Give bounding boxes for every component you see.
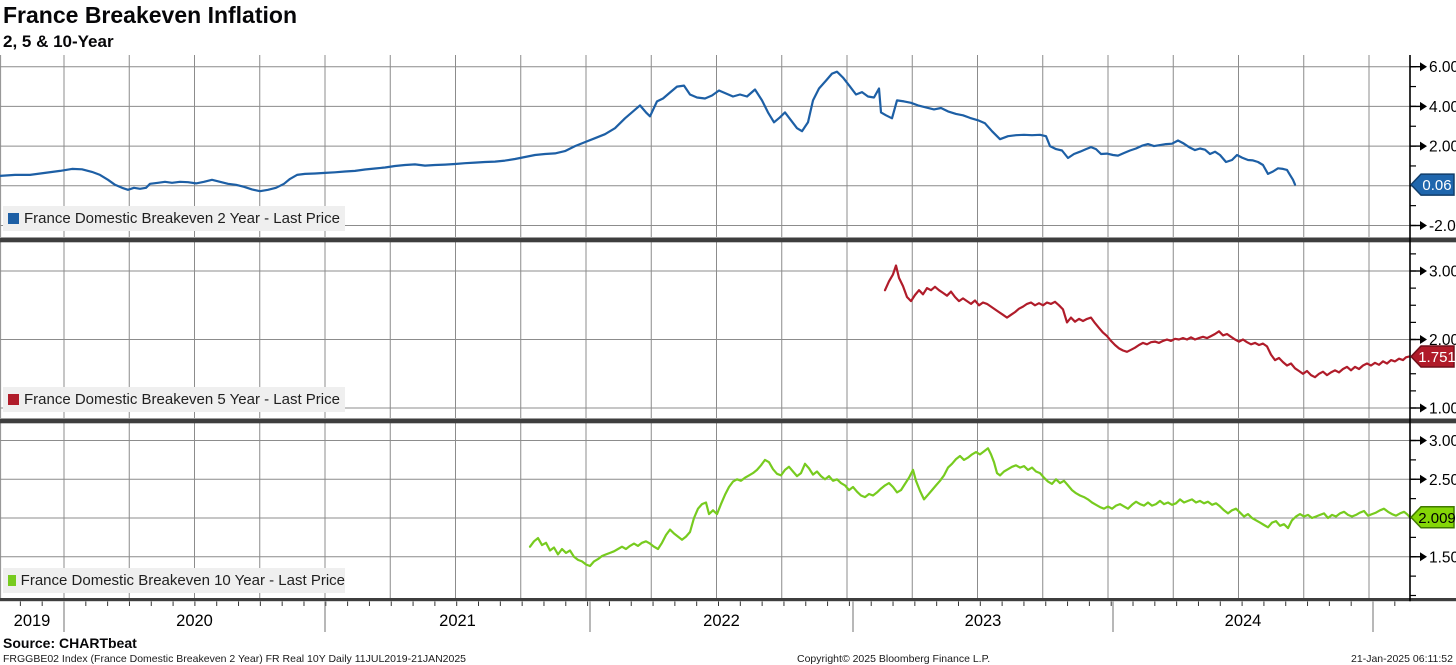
y-tick-label: 3.000 — [1429, 264, 1456, 281]
y-tick-label: 2.00 — [1429, 139, 1456, 156]
footer-ticker-info: FRGGBE02 Index (France Domestic Breakeve… — [3, 653, 467, 665]
footer-copyright: Copyright© 2025 Bloomberg Finance L.P. — [797, 653, 991, 665]
chart-title: France Breakeven Inflation — [3, 2, 297, 28]
price-tag-5-year: 1.751 — [1409, 345, 1456, 368]
panel-separators — [0, 237, 1456, 602]
series-line-5-year — [883, 264, 1411, 379]
footer-timestamp: 21-Jan-2025 06:11:52 — [1351, 653, 1453, 665]
x-year-label: 2024 — [1225, 612, 1262, 630]
y-tick-label: -2.00 — [1429, 218, 1456, 235]
y-tick-label: 6.00 — [1429, 59, 1456, 76]
price-tag-value-10-year: 2.009 — [1418, 510, 1456, 527]
y-tick-label: 1.000 — [1429, 401, 1456, 418]
price-tag-10-year: 2.009 — [1409, 506, 1456, 529]
x-year-label: 2021 — [439, 612, 476, 630]
legend-item-10-year[interactable]: France Domestic Breakeven 10 Year - Last… — [3, 568, 345, 593]
legend-item-2-year[interactable]: France Domestic Breakeven 2 Year - Last … — [3, 206, 345, 231]
panel-10-year-axis-ticks: 3.000 2.500 1.500 — [1410, 433, 1456, 597]
panel-10-year-gridlines — [0, 440, 1410, 558]
vertical-gridlines — [0, 55, 1370, 598]
panel-2-year-axis-ticks: 6.00 4.00 2.00 -2.00 — [1410, 59, 1456, 235]
legend-label-5-year: France Domestic Breakeven 5 Year - Last … — [24, 391, 340, 408]
legend-label-2-year: France Domestic Breakeven 2 Year - Last … — [24, 210, 340, 227]
y-tick-label: 3.000 — [1429, 433, 1456, 450]
legend-label-10-year: France Domestic Breakeven 10 Year - Last… — [20, 572, 345, 589]
panel-2-year-gridlines — [0, 66, 1410, 226]
y-tick-label: 4.00 — [1429, 99, 1456, 116]
price-tag-2-year: 0.06 — [1409, 173, 1455, 196]
x-year-label: 2022 — [703, 612, 740, 630]
source-label: Source: CHARTbeat — [3, 635, 137, 651]
series-line-10-year — [528, 447, 1412, 568]
series-line-2-year — [0, 70, 1297, 193]
legend-swatch-10-year-icon — [8, 575, 16, 586]
y-tick-label: 2.000 — [1429, 332, 1456, 349]
chart-subtitle: 2, 5 & 10-Year — [3, 32, 114, 51]
legend-item-5-year[interactable]: France Domestic Breakeven 5 Year - Last … — [3, 387, 345, 412]
x-axis: 2019 2020 2021 2022 2023 2024 — [14, 601, 1396, 632]
price-tag-value-2-year: 0.06 — [1422, 177, 1451, 194]
legend-swatch-5-year-icon — [8, 394, 19, 405]
x-year-label: 2020 — [176, 612, 213, 630]
panel-5-year-axis-ticks: 3.000 2.000 1.000 — [1410, 253, 1456, 418]
x-year-label: 2019 — [14, 612, 51, 630]
price-tag-value-5-year: 1.751 — [1418, 349, 1456, 366]
y-tick-label: 2.500 — [1429, 472, 1456, 489]
legend-swatch-2-year-icon — [8, 213, 19, 224]
x-year-label: 2023 — [965, 612, 1002, 630]
y-tick-label: 1.500 — [1429, 549, 1456, 566]
